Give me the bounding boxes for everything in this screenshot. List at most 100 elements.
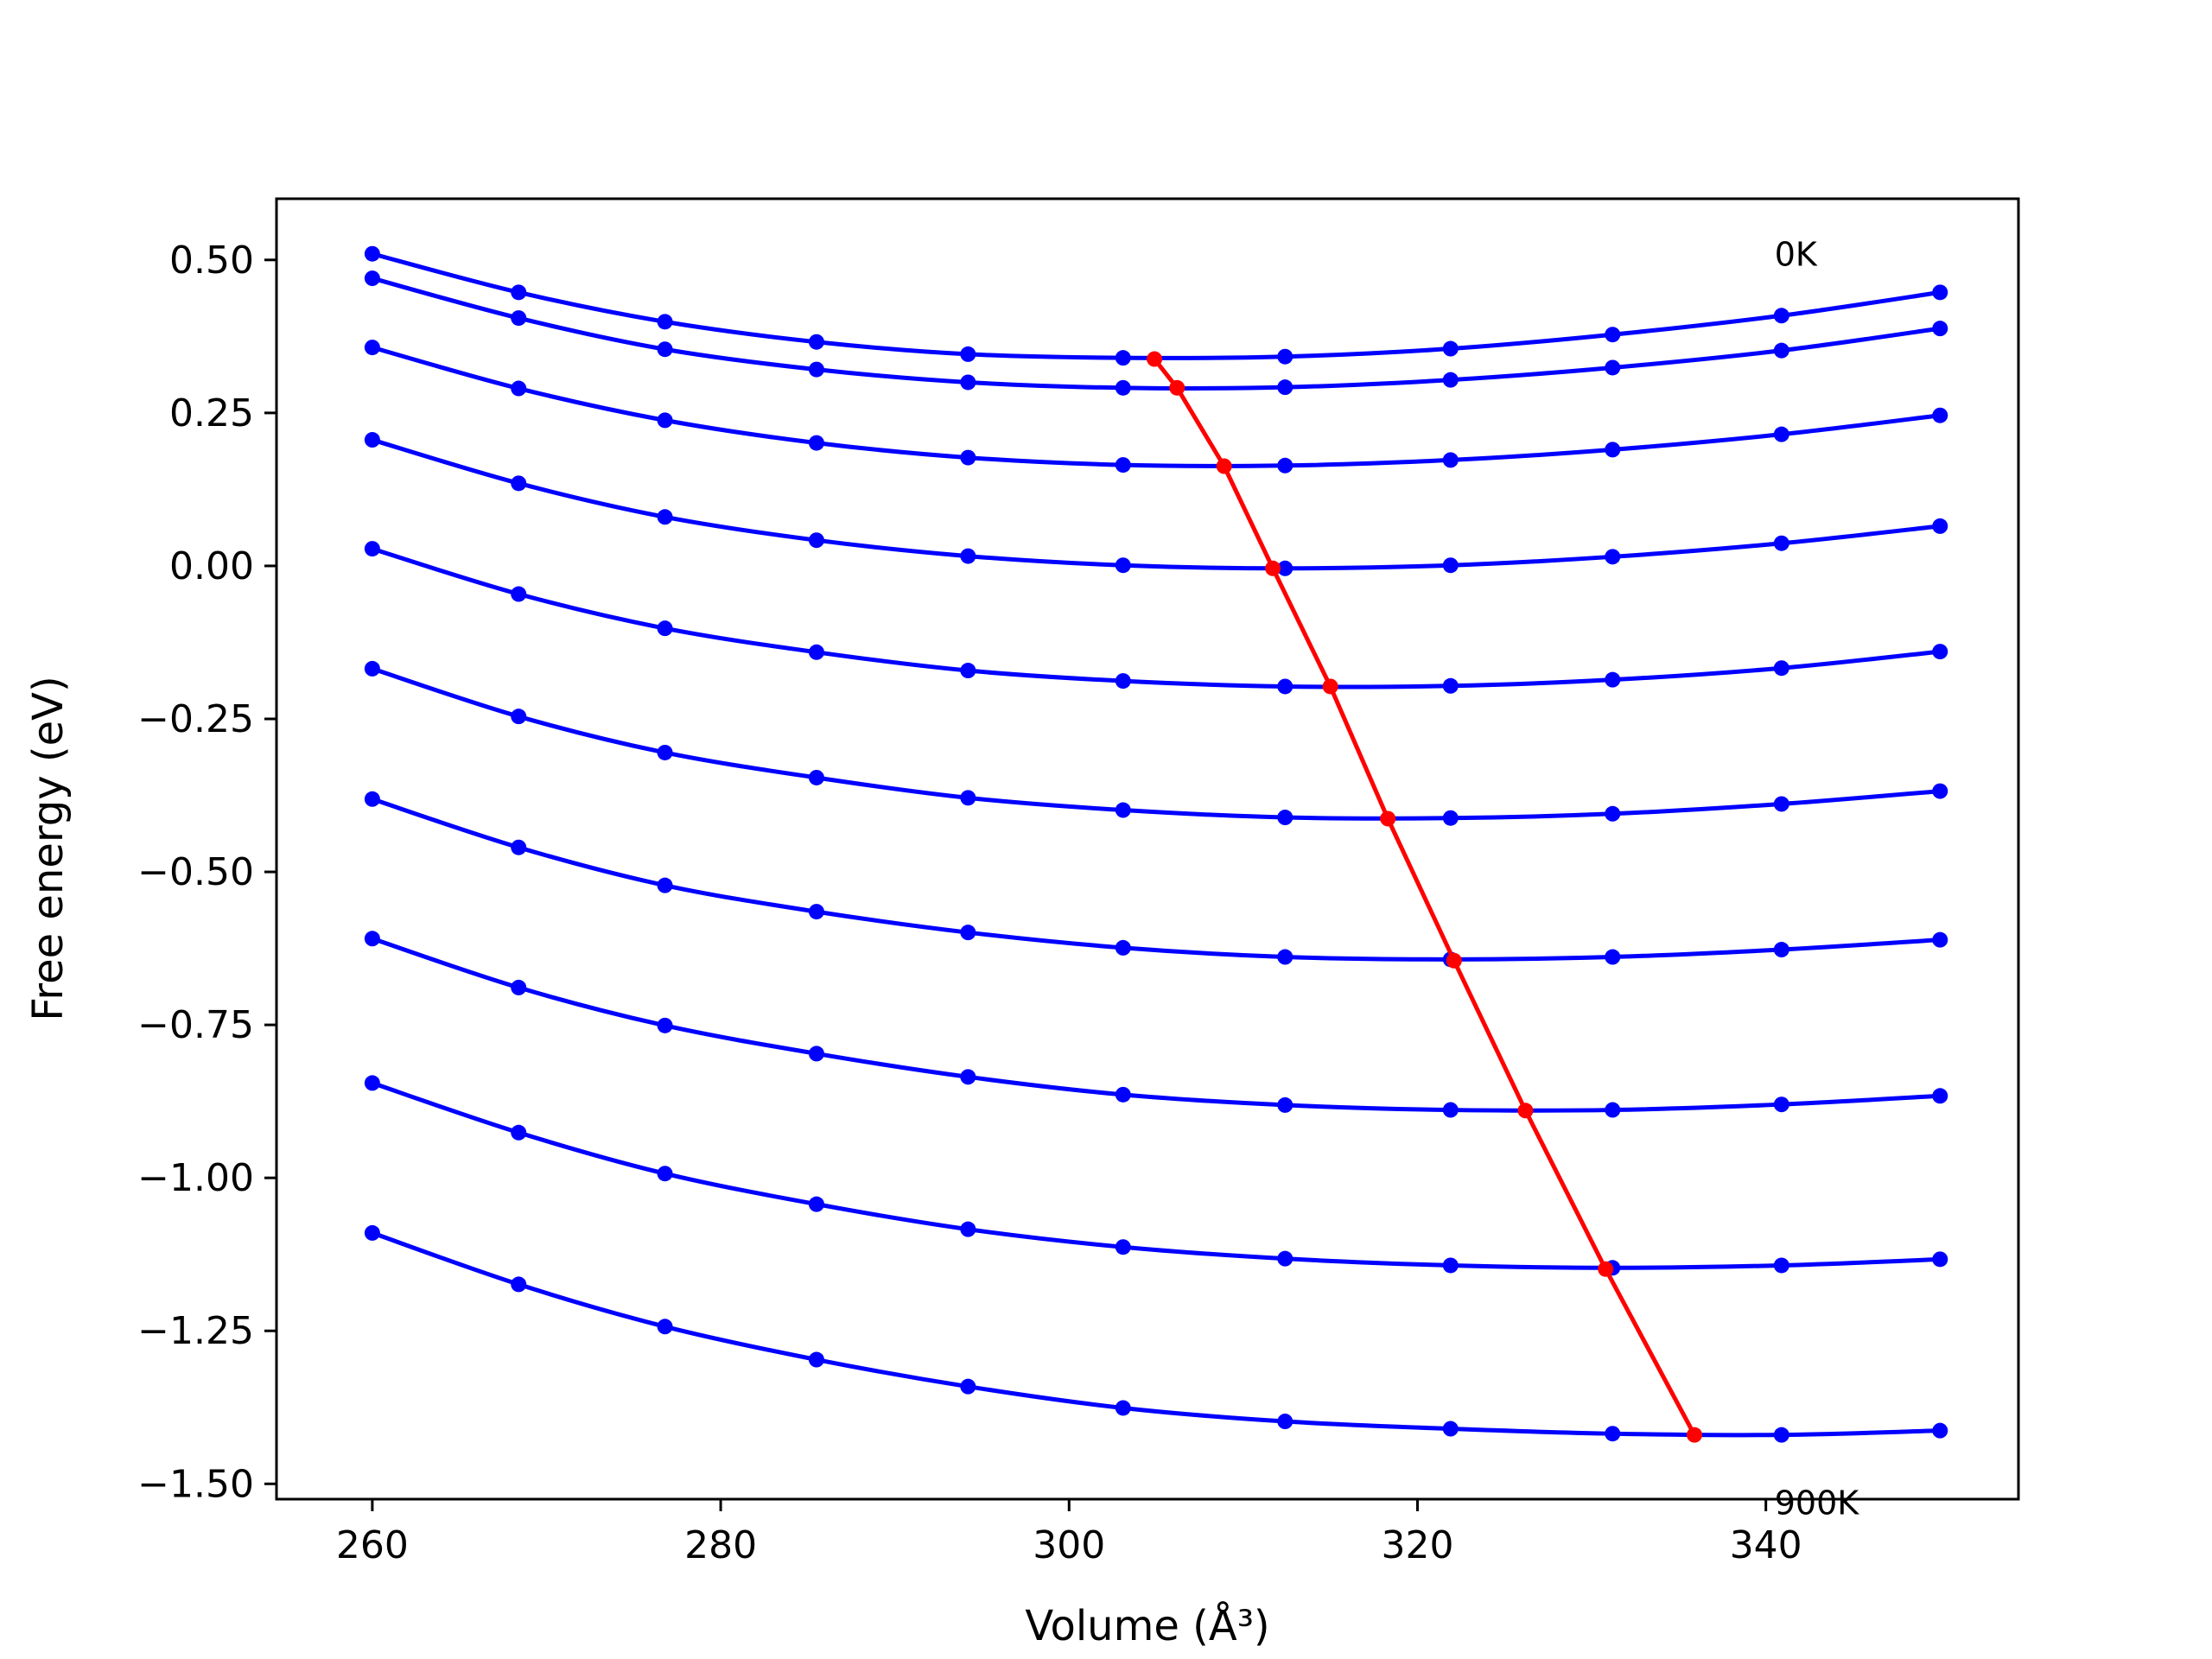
series-point-9-11	[1932, 1251, 1948, 1268]
series-point-2-4	[808, 361, 824, 378]
series-point-9-3	[657, 1166, 673, 1182]
series-point-8-10	[1773, 1096, 1789, 1113]
series-point-1-9	[1605, 327, 1621, 343]
series-point-6-8	[1442, 810, 1459, 826]
series-point-4-11	[1932, 518, 1948, 534]
plot-frame	[275, 197, 2020, 1501]
x-axis-ticks: 260 280 300 320 340	[336, 1499, 1802, 1567]
series-point-1-8	[1442, 340, 1459, 357]
series-point-6-5	[960, 790, 976, 806]
series-point-2-9	[1605, 359, 1621, 376]
series-point-1-10	[1773, 308, 1789, 324]
minima-point-9	[1598, 1261, 1614, 1277]
series-point-9-6	[1115, 1239, 1131, 1255]
series-point-10-11	[1932, 1422, 1948, 1439]
series-point-5-10	[1773, 660, 1789, 677]
minima-layer	[1147, 351, 1703, 1443]
y-tick-label-5: −0.75	[137, 1003, 254, 1047]
series-point-2-8	[1442, 372, 1459, 388]
series-point-7-6	[1115, 939, 1131, 956]
x-tick-label-320: 320	[1381, 1523, 1453, 1567]
series-point-7-11	[1932, 931, 1948, 948]
series-point-1-5	[960, 346, 976, 362]
y-tick-label-1: 0.25	[169, 391, 254, 435]
series-layer	[364, 245, 1948, 1443]
series-point-1-2	[511, 284, 527, 301]
series-point-4-2	[511, 475, 527, 492]
series-point-10-9	[1605, 1426, 1621, 1442]
series-point-5-3	[657, 620, 673, 637]
series-point-4-7	[1277, 560, 1294, 576]
series-point-9-7	[1277, 1250, 1294, 1267]
series-point-1-4	[808, 334, 824, 350]
y-tick-label-7: −1.25	[137, 1309, 254, 1353]
series-point-4-9	[1605, 549, 1621, 565]
x-tick-label-260: 260	[336, 1523, 409, 1567]
series-point-3-2	[511, 380, 527, 397]
series-point-3-7	[1277, 457, 1294, 474]
series-point-5-11	[1932, 644, 1948, 660]
series-point-2-2	[511, 310, 527, 327]
series-point-7-4	[808, 904, 824, 920]
series-point-2-7	[1277, 379, 1294, 396]
series-point-8-5	[960, 1069, 976, 1085]
minima-point-1	[1147, 351, 1163, 367]
series-point-1-7	[1277, 348, 1294, 365]
y-tick-label-3: −0.25	[137, 697, 254, 741]
series-point-6-9	[1605, 805, 1621, 822]
annotation-layer: 0K 900K	[1775, 236, 1860, 1522]
series-point-8-2	[511, 979, 527, 995]
series-point-3-3	[657, 412, 673, 429]
series-point-3-1	[364, 340, 380, 356]
y-tick-label-6: −1.00	[137, 1156, 254, 1200]
series-point-7-1	[364, 791, 380, 807]
series-point-10-7	[1277, 1414, 1294, 1430]
series-point-10-5	[960, 1378, 976, 1395]
y-tick-label-4: −0.50	[137, 850, 254, 894]
series-point-2-6	[1115, 379, 1131, 396]
series-point-10-10	[1773, 1427, 1789, 1443]
series-point-5-7	[1277, 678, 1294, 695]
series-point-5-4	[808, 644, 824, 660]
annotation-2: 900K	[1775, 1484, 1860, 1522]
y-tick-label-8: −1.50	[137, 1462, 254, 1506]
minima-point-2	[1169, 379, 1185, 396]
series-point-2-11	[1932, 321, 1948, 337]
series-point-2-10	[1773, 342, 1789, 359]
minima-point-5	[1322, 678, 1338, 695]
x-axis-label: Volume (Å³)	[1025, 1601, 1269, 1650]
series-point-4-6	[1115, 557, 1131, 574]
series-point-10-1	[364, 1224, 380, 1241]
series-point-2-1	[364, 270, 380, 287]
series-point-1-6	[1115, 350, 1131, 366]
minima-point-7	[1446, 952, 1462, 969]
series-point-6-6	[1115, 802, 1131, 818]
series-point-2-5	[960, 374, 976, 391]
series-point-4-10	[1773, 535, 1789, 551]
minima-point-10	[1687, 1427, 1703, 1443]
minima-line	[1153, 358, 1697, 1436]
series-point-3-10	[1773, 426, 1789, 442]
series-point-1-3	[657, 314, 673, 330]
y-axis-ticks: 0.50 0.25 0.00 −0.25 −0.50 −0.75 −1.00 −1.25 −1.…	[137, 238, 276, 1506]
series-point-4-3	[657, 509, 673, 525]
series-point-9-1	[364, 1075, 380, 1091]
series-point-5-9	[1605, 671, 1621, 688]
series-point-10-4	[808, 1351, 824, 1368]
series-point-7-7	[1277, 949, 1294, 965]
x-tick-label-300: 300	[1033, 1523, 1105, 1567]
series-point-9-5	[960, 1221, 976, 1237]
minima-point-3	[1216, 458, 1232, 474]
series-point-8-6	[1115, 1086, 1131, 1103]
series-point-7-9	[1605, 949, 1621, 965]
series-point-8-1	[364, 931, 380, 947]
series-point-6-1	[364, 660, 380, 677]
y-tick-label-2: 0.00	[169, 544, 254, 588]
annotation-1: 0K	[1775, 236, 1818, 274]
series-point-3-5	[960, 449, 976, 466]
series-point-6-7	[1277, 810, 1294, 826]
series-point-9-10	[1773, 1257, 1789, 1274]
series-point-8-9	[1605, 1102, 1621, 1118]
